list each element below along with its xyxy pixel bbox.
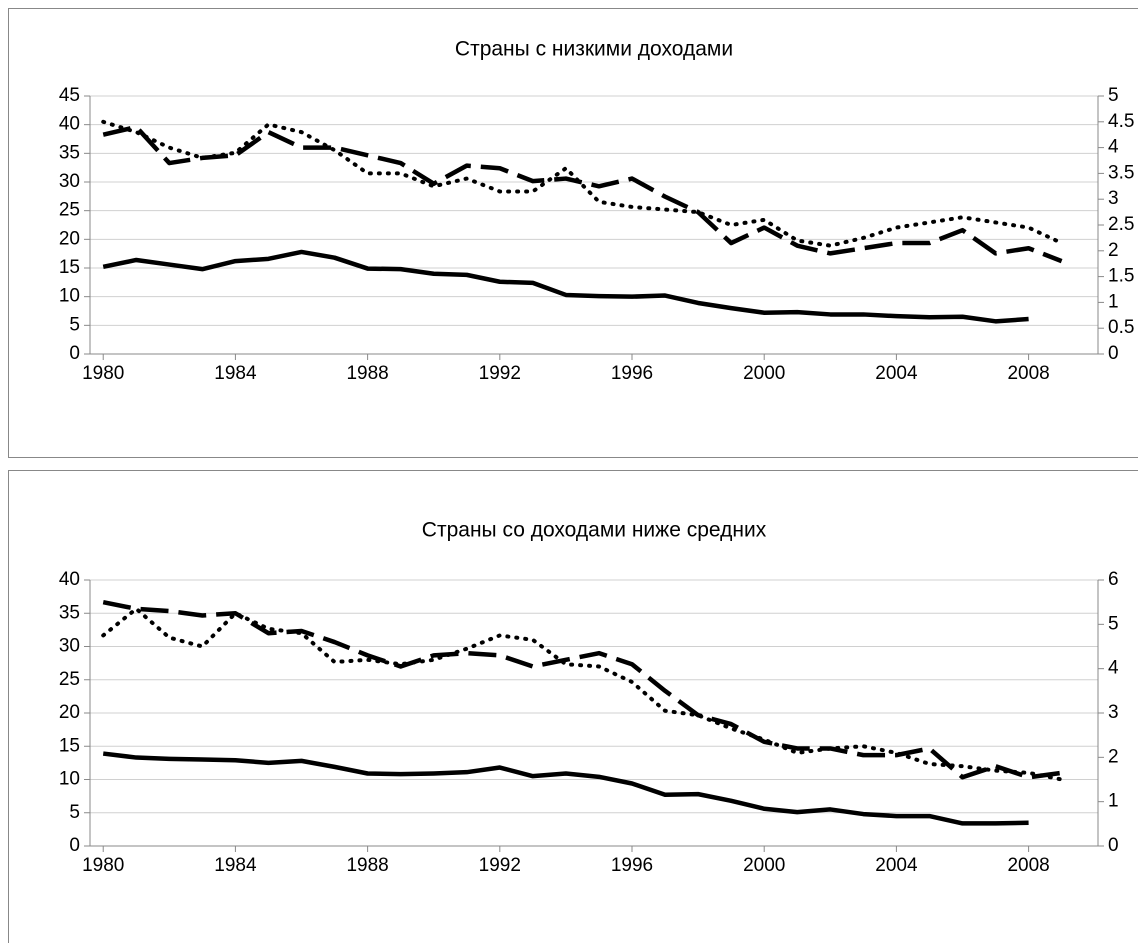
y2-tick-label: 2 bbox=[1108, 240, 1119, 261]
x-tick-label: 1992 bbox=[479, 363, 521, 384]
series-line bbox=[101, 119, 1064, 248]
y2-tick-label: 0 bbox=[1108, 343, 1119, 364]
y-tick-label: 25 bbox=[59, 669, 80, 690]
y-tick-label: 10 bbox=[59, 286, 80, 307]
x-tick-label: 1996 bbox=[611, 363, 653, 384]
x-tick-label: 1980 bbox=[82, 363, 124, 384]
x-tick-label: 1988 bbox=[346, 855, 388, 876]
x-tick-label: 2000 bbox=[743, 855, 785, 876]
y-tick-label: 40 bbox=[59, 114, 80, 135]
y2-tick-label: 6 bbox=[1108, 569, 1119, 590]
y-tick-label: 20 bbox=[59, 702, 80, 723]
x-tick-label: 2008 bbox=[1007, 363, 1049, 384]
x-tick-label: 1996 bbox=[611, 855, 653, 876]
series-line bbox=[102, 751, 1029, 826]
series-line bbox=[102, 599, 1062, 780]
y2-tick-label: 1.5 bbox=[1108, 266, 1134, 287]
y-tick-label: 40 bbox=[59, 569, 80, 590]
y-tick-label: 25 bbox=[59, 200, 80, 221]
x-tick-label: 2008 bbox=[1007, 855, 1049, 876]
y-tick-label: 5 bbox=[69, 314, 80, 335]
x-tick-label: 2000 bbox=[743, 363, 785, 384]
y2-tick-label: 5 bbox=[1108, 85, 1119, 106]
y2-tick-label: 1 bbox=[1108, 291, 1119, 312]
y2-tick-label: 1 bbox=[1108, 791, 1119, 812]
y2-tick-label: 3 bbox=[1108, 188, 1119, 209]
x-tick-label: 2004 bbox=[875, 855, 918, 876]
y-tick-label: 0 bbox=[69, 835, 80, 856]
y2-tick-label: 2 bbox=[1108, 746, 1119, 767]
x-tick-label: 1980 bbox=[82, 855, 124, 876]
chart-frame bbox=[8, 8, 1138, 458]
x-tick-label: 1984 bbox=[214, 363, 257, 384]
chart-frame bbox=[8, 470, 1138, 943]
y2-tick-label: 4 bbox=[1108, 137, 1119, 158]
series-line bbox=[102, 249, 1029, 324]
y-tick-label: 15 bbox=[59, 257, 80, 278]
y-tick-label: 45 bbox=[59, 85, 80, 106]
x-tick-label: 1992 bbox=[479, 855, 521, 876]
y-tick-label: 5 bbox=[69, 802, 80, 823]
y-tick-label: 35 bbox=[59, 142, 80, 163]
y2-tick-label: 3 bbox=[1108, 702, 1119, 723]
y-tick-label: 35 bbox=[59, 602, 80, 623]
y-tick-label: 15 bbox=[59, 735, 80, 756]
y-tick-label: 30 bbox=[59, 636, 80, 657]
y2-tick-label: 3.5 bbox=[1108, 162, 1134, 183]
chart-title: Страны со доходами ниже средних bbox=[422, 519, 767, 542]
y2-tick-label: 0 bbox=[1108, 835, 1119, 856]
y2-tick-label: 4 bbox=[1108, 658, 1119, 679]
x-tick-label: 2004 bbox=[875, 363, 918, 384]
chart-title: Страны с низкими доходами bbox=[455, 38, 733, 61]
y-tick-label: 20 bbox=[59, 228, 80, 249]
y2-tick-label: 5 bbox=[1108, 613, 1119, 634]
x-tick-label: 1984 bbox=[214, 855, 257, 876]
y2-tick-label: 4.5 bbox=[1108, 111, 1134, 132]
x-tick-label: 1988 bbox=[346, 363, 388, 384]
y-tick-label: 0 bbox=[69, 343, 80, 364]
y2-tick-label: 2.5 bbox=[1108, 214, 1134, 235]
y-tick-label: 10 bbox=[59, 769, 80, 790]
y2-tick-label: 0.5 bbox=[1108, 317, 1134, 338]
y-tick-label: 30 bbox=[59, 171, 80, 192]
